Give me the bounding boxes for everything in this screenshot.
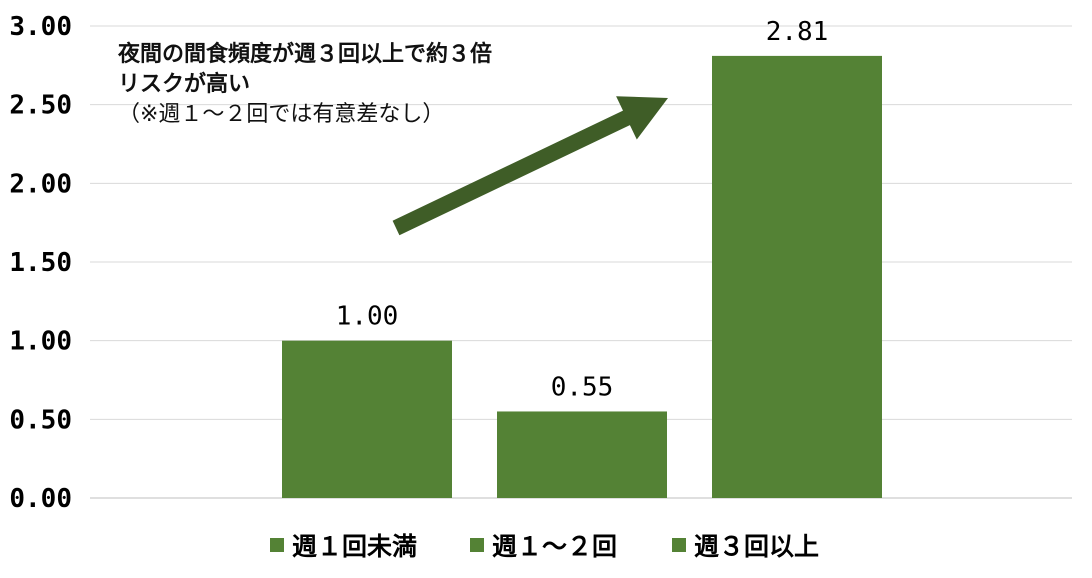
y-tick-label: 2.50: [9, 91, 72, 121]
trend-arrow: [392, 96, 668, 236]
bar-1: [282, 340, 452, 498]
annotation-text: 夜間の間食頻度が週３回以上で約３倍 リスクが高い （※週１～２回では有意差なし）: [118, 40, 588, 130]
bars: [282, 55, 882, 498]
y-tick-label: 2.00: [9, 169, 72, 199]
y-tick-label: 1.00: [9, 327, 72, 357]
bar-3: [712, 55, 882, 498]
annotation-line-2: リスクが高い: [118, 72, 251, 97]
arrow-shape: [392, 96, 668, 236]
legend-swatch-1: [270, 538, 284, 552]
data-label-1: 1.00: [336, 302, 399, 332]
data-label-2: 0.55: [551, 372, 614, 402]
legend: 週１回未満 週１～２回 週３回以上: [270, 532, 819, 561]
legend-label-2: 週１～２回: [492, 532, 617, 561]
legend-swatch-2: [470, 538, 484, 552]
legend-swatch-3: [672, 538, 686, 552]
legend-label-3: 週３回以上: [694, 532, 819, 561]
annotation-line-1: 夜間の間食頻度が週３回以上で約３倍: [118, 42, 493, 67]
bar-2: [497, 411, 667, 498]
y-tick-label: 0.50: [9, 405, 72, 435]
data-labels: 1.00 0.55 2.81: [336, 17, 829, 403]
y-axis: 0.00 0.50 1.00 1.50 2.00 2.50 3.00: [9, 12, 72, 514]
annotation-line-3: （※週１～２回では有意差なし）: [118, 102, 445, 127]
y-tick-label: 1.50: [9, 248, 72, 278]
y-tick-label: 0.00: [9, 484, 72, 514]
y-tick-label: 3.00: [9, 12, 72, 42]
legend-label-1: 週１回未満: [292, 532, 417, 561]
gridlines: [90, 25, 1072, 499]
data-label-3: 2.81: [766, 17, 829, 47]
